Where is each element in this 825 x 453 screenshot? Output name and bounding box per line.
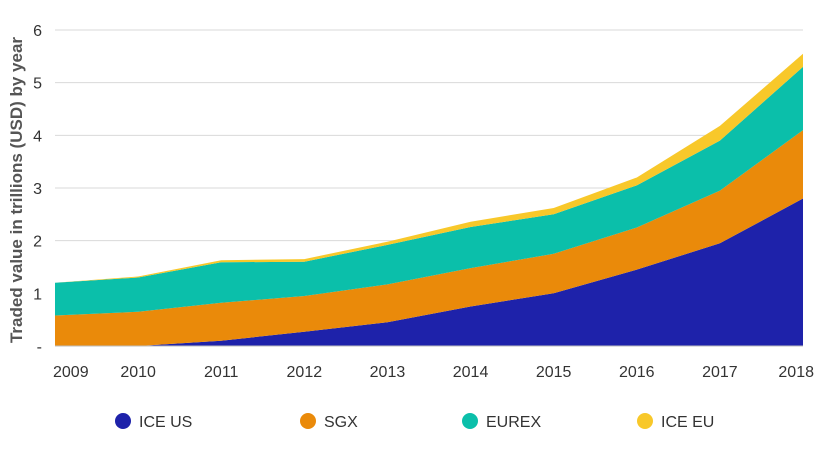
- area-series-group: [55, 53, 803, 346]
- legend-label-ice-us: ICE US: [139, 414, 192, 431]
- legend-label-sgx: SGX: [324, 414, 358, 431]
- area-ice-eu: [55, 53, 803, 283]
- y-tick-label: 6: [33, 23, 42, 40]
- x-tick-label: 2016: [619, 364, 655, 381]
- legend-label-ice-eu: ICE EU: [661, 414, 714, 431]
- x-tick-label: 2015: [536, 364, 572, 381]
- y-axis-title: Traded value in trillions (USD) by year: [7, 37, 26, 343]
- x-tick-label: 2009: [53, 364, 89, 381]
- x-tick-label: 2018: [778, 364, 814, 381]
- y-tick-label: 2: [33, 234, 42, 251]
- legend-swatch-ice-eu: [637, 413, 653, 429]
- y-tick-label: 4: [33, 128, 42, 145]
- legend-swatch-sgx: [300, 413, 316, 429]
- legend: ICE US SGX EUREX ICE EU: [115, 413, 714, 431]
- legend-swatch-eurex: [462, 413, 478, 429]
- y-tick-label: -: [37, 339, 42, 356]
- x-tick-label: 2017: [702, 364, 738, 381]
- x-tick-label: 2010: [120, 364, 156, 381]
- y-tick-label: 1: [33, 286, 42, 303]
- area-sgx: [55, 130, 803, 346]
- area-ice-us: [55, 198, 803, 346]
- y-tick-label: 5: [33, 76, 42, 93]
- axes: - 1 2 3 4 5 6 2009 2010 2011 2012 2013 2014 2015 2016 2…: [33, 23, 814, 381]
- x-tick-label: 2012: [287, 364, 323, 381]
- x-tick-label: 2013: [370, 364, 406, 381]
- y-tick-label: 3: [33, 181, 42, 198]
- x-tick-label: 2014: [453, 364, 489, 381]
- area-eurex: [55, 66, 803, 316]
- legend-item-eurex: EUREX: [462, 413, 541, 431]
- legend-item-ice-us: ICE US: [115, 413, 192, 431]
- legend-swatch-ice-us: [115, 413, 131, 429]
- legend-label-eurex: EUREX: [486, 414, 541, 431]
- legend-item-ice-eu: ICE EU: [637, 413, 714, 431]
- legend-item-sgx: SGX: [300, 413, 358, 431]
- x-tick-label: 2011: [204, 364, 239, 381]
